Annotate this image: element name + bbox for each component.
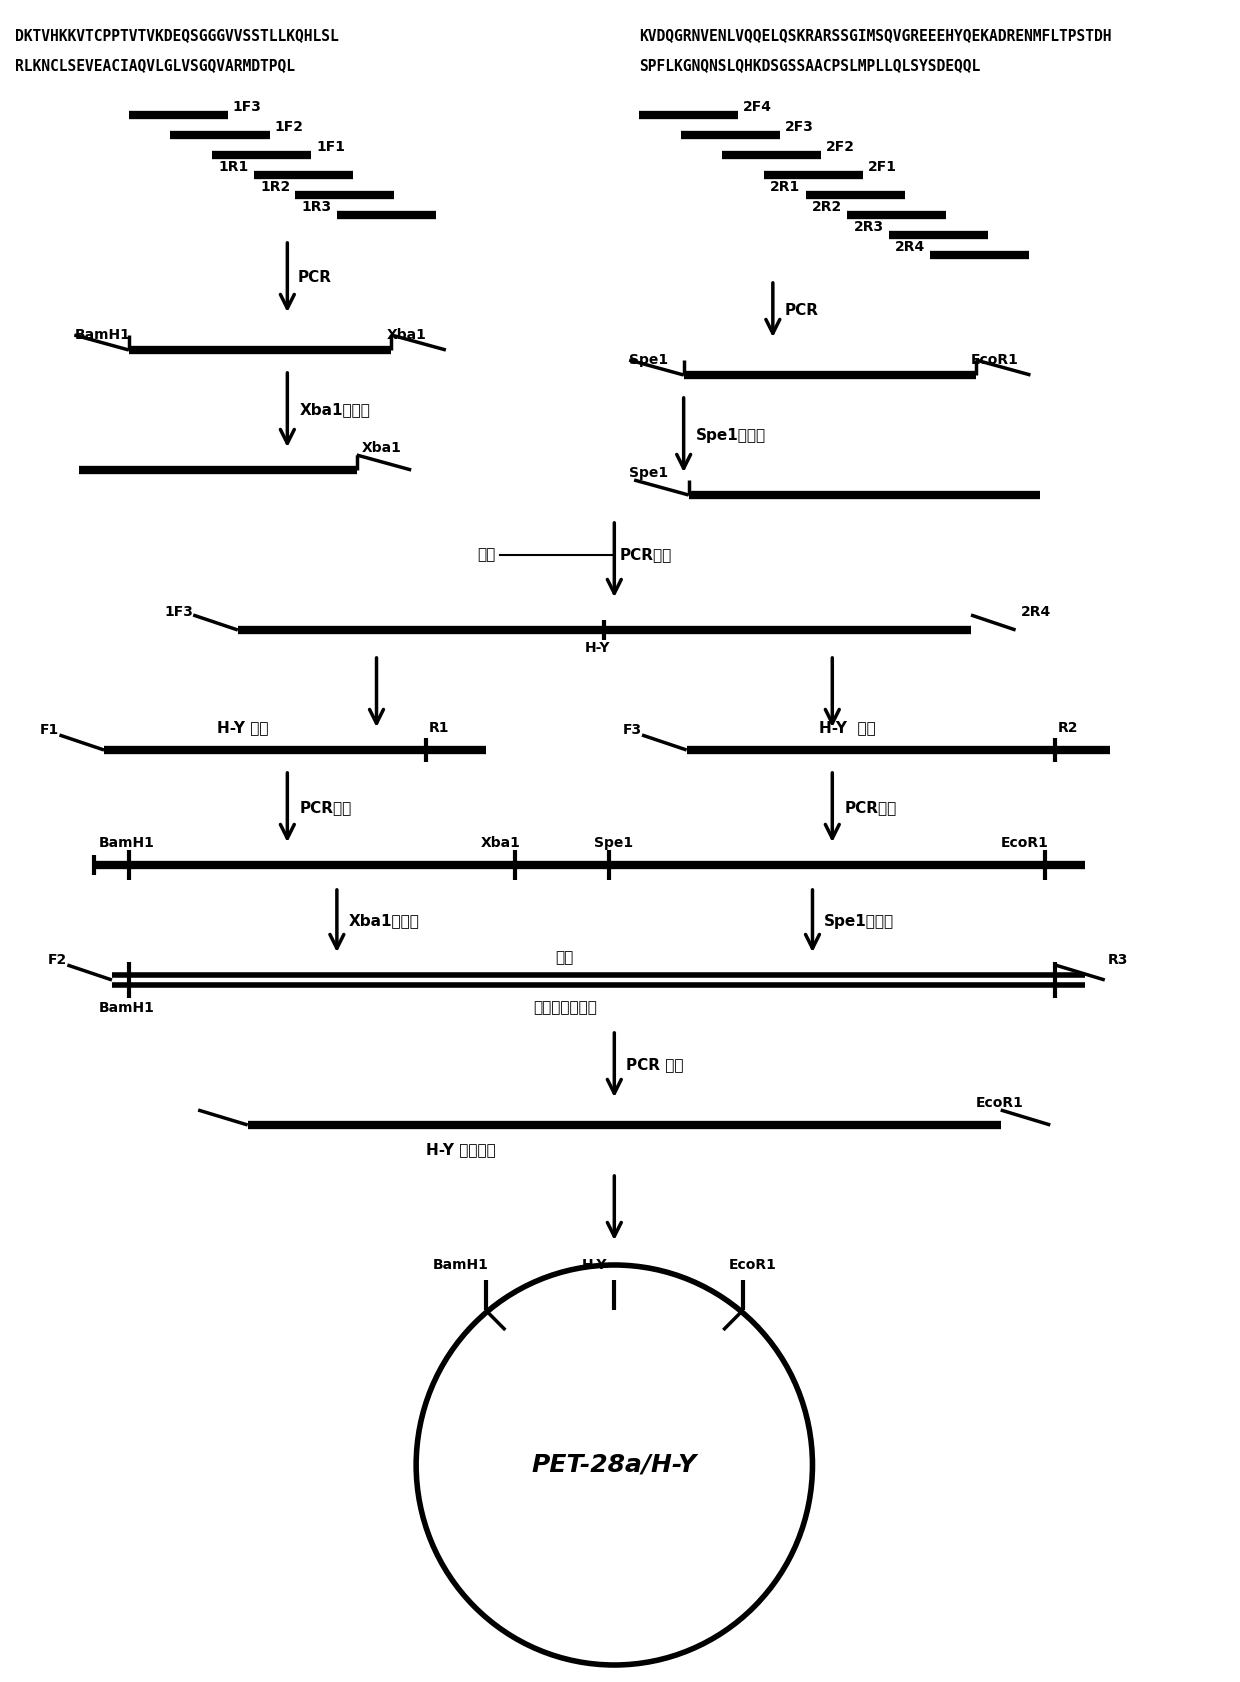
Text: 2F2: 2F2 [826,140,856,155]
Text: Spe1单酶切: Spe1单酶切 [825,913,894,928]
Text: H-Y  模板: H-Y 模板 [818,720,875,735]
Text: F3: F3 [622,723,642,737]
Text: 1R2: 1R2 [260,180,290,193]
Text: Xba1单酶切: Xba1单酶切 [299,402,370,417]
Text: 2F4: 2F4 [743,99,773,114]
Text: 2R4: 2R4 [1021,606,1050,619]
Text: 1R1: 1R1 [218,160,249,173]
Text: PCR扩增: PCR扩增 [299,801,351,816]
Text: 连接: 连接 [556,950,574,965]
Text: BamH1: BamH1 [74,328,130,341]
Text: PCR: PCR [785,303,818,318]
Text: Xba1单酶切: Xba1单酶切 [348,913,419,928]
Text: R1: R1 [429,722,450,735]
Text: 2R1: 2R1 [770,180,801,193]
Text: PCR扩增: PCR扩增 [619,548,672,562]
Text: Xba1: Xba1 [387,328,427,341]
Text: R3: R3 [1107,954,1128,967]
Text: F2: F2 [48,954,67,967]
Text: PCR 扩增: PCR 扩增 [626,1058,683,1073]
Text: 2R4: 2R4 [895,241,925,254]
Text: Spe1: Spe1 [629,466,668,479]
Text: BamH1: BamH1 [99,836,155,849]
Text: 1R3: 1R3 [301,200,332,214]
Text: 1F2: 1F2 [274,119,304,135]
Text: RLKNCLSEVEACIAQVLGLVSGQVARMDTPQL: RLKNCLSEVEACIAQVLGLVSGQVARMDTPQL [15,57,295,72]
Text: PCR扩增: PCR扩增 [844,801,897,816]
Text: 2R2: 2R2 [812,200,842,214]
Text: H-Y: H-Y [582,1258,608,1272]
Text: 2R3: 2R3 [853,220,884,234]
Text: EcoR1: EcoR1 [976,1097,1024,1110]
Text: PET-28a/H-Y: PET-28a/H-Y [532,1453,697,1477]
Text: BamH1: BamH1 [99,1001,155,1014]
Text: DKTVHKKVTCPPTVTVKDEQSGGGVVSSTLLKQHLSL: DKTVHKKVTCPPTVTVKDEQSGGGVVSSTLLKQHLSL [15,29,339,44]
Text: BamH1: BamH1 [433,1258,489,1272]
Text: 2F3: 2F3 [785,119,813,135]
Text: KVDQGRNVENLVQQELQSKRARSSGIMSQVGREEEHYQEKADRENMFLTPSTDH: KVDQGRNVENLVQQELQSKRARSSGIMSQVGREEEHYQEK… [639,29,1111,44]
Text: Xba1: Xba1 [481,836,521,849]
Text: Xba1: Xba1 [362,441,402,456]
Text: 1F1: 1F1 [316,140,345,155]
Text: H-Y: H-Y [584,641,610,654]
Text: 连接: 连接 [477,548,496,562]
Text: 1F3: 1F3 [233,99,262,114]
Text: SPFLKGNQNSLQHKDSGSSAACPSLMPLLQLSYSDEQQL: SPFLKGNQNSLQHKDSGSSAACPSLMPLLQLSYSDEQQL [639,57,981,72]
Text: Spe1: Spe1 [594,836,634,849]
Text: EcoR1: EcoR1 [971,353,1019,367]
Text: EcoR1: EcoR1 [729,1258,777,1272]
Text: Spe1: Spe1 [629,353,668,367]
Text: EcoR1: EcoR1 [1001,836,1049,849]
Text: R2: R2 [1058,722,1079,735]
Text: Spe1单酶切: Spe1单酶切 [696,427,765,442]
Text: 1F3: 1F3 [165,606,193,619]
Text: F1: F1 [40,723,60,737]
Text: 相同两基因重叠: 相同两基因重叠 [533,1001,596,1016]
Text: 2F1: 2F1 [868,160,897,173]
Text: H-Y 模板: H-Y 模板 [217,720,269,735]
Text: PCR: PCR [298,271,331,284]
Text: H-Y 重叠基因: H-Y 重叠基因 [427,1142,496,1157]
